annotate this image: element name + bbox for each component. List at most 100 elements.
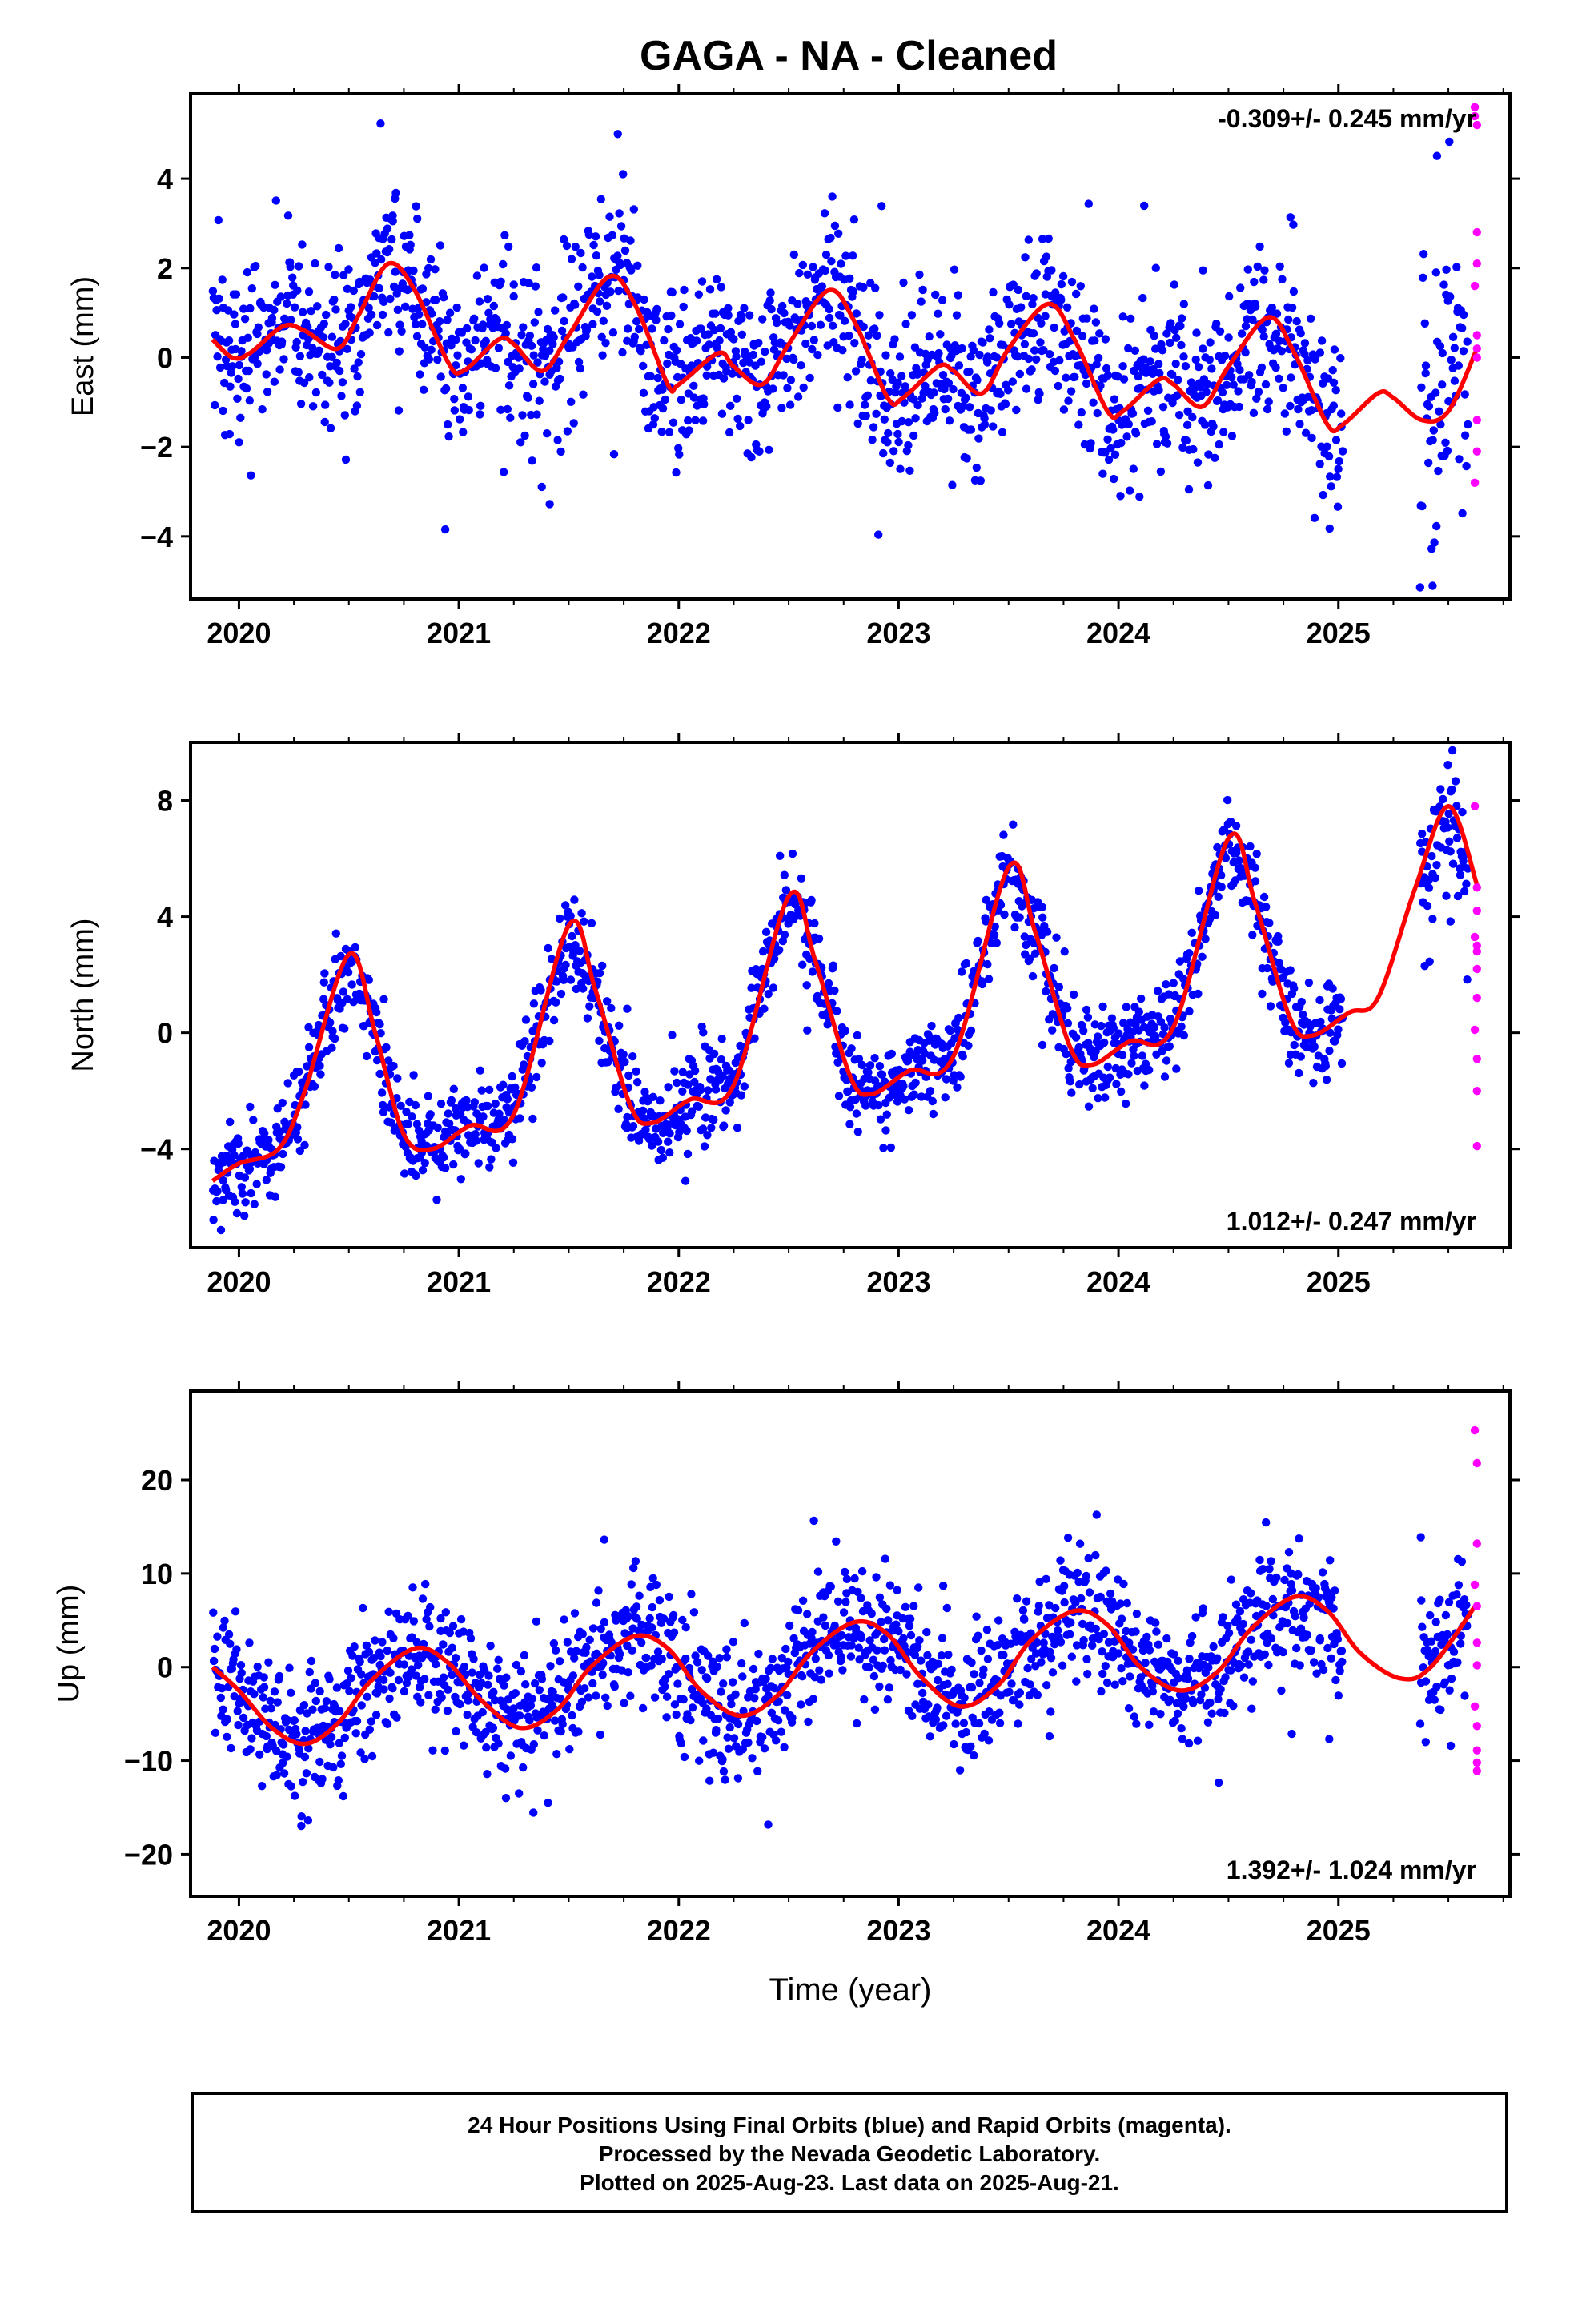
final-orbit-point (1128, 1645, 1138, 1654)
final-orbit-point (462, 324, 472, 333)
final-orbit-point (1271, 363, 1280, 372)
final-orbit-point (716, 324, 725, 333)
final-orbit-point (766, 288, 775, 297)
final-orbit-point (951, 1719, 960, 1728)
final-orbit-point (884, 428, 893, 438)
final-orbit-point (1101, 335, 1110, 344)
final-orbit-point (1277, 347, 1287, 356)
final-orbit-point (1275, 336, 1284, 345)
final-orbit-point (443, 1707, 452, 1715)
final-orbit-point (460, 1741, 468, 1750)
final-orbit-point (516, 1711, 524, 1720)
final-orbit-point (1463, 975, 1472, 984)
final-orbit-point (769, 955, 779, 963)
final-orbit-point (889, 447, 898, 456)
final-orbit-point (1424, 875, 1433, 885)
final-orbit-point (1231, 822, 1241, 830)
final-orbit-point (1209, 1642, 1218, 1651)
final-orbit-point (829, 321, 837, 330)
final-orbit-point (1195, 887, 1203, 895)
final-orbit-point (413, 214, 422, 223)
final-orbit-point (475, 297, 484, 306)
final-orbit-point (833, 403, 842, 412)
final-orbit-point (1333, 502, 1343, 511)
final-orbit-point (1325, 1047, 1334, 1055)
final-orbit-point (813, 991, 822, 1001)
final-orbit-point (724, 311, 733, 320)
footer-line-3: Plotted on 2025-Aug-23. Last data on 202… (580, 2170, 1119, 2195)
final-orbit-point (431, 265, 440, 274)
final-orbit-point (1446, 1741, 1456, 1751)
final-orbit-point (1296, 1052, 1306, 1061)
final-orbit-point (705, 340, 713, 349)
final-orbit-point (597, 332, 606, 341)
final-orbit-point (243, 267, 252, 277)
final-orbit-point (913, 400, 922, 410)
final-orbit-point (561, 960, 570, 970)
final-orbit-point (619, 170, 628, 179)
final-orbit-point (983, 1655, 993, 1663)
final-orbit-point (721, 1775, 729, 1784)
final-orbit-point (725, 1723, 734, 1732)
final-orbit-point (683, 1149, 693, 1159)
final-orbit-point (496, 277, 505, 286)
final-orbit-point (874, 530, 883, 539)
final-orbit-point (647, 1661, 656, 1670)
final-orbit-point (880, 1646, 889, 1655)
final-orbit-point (332, 358, 341, 368)
final-orbit-point (325, 1675, 334, 1683)
final-orbit-point (1128, 409, 1138, 418)
final-orbit-point (1231, 1600, 1241, 1609)
final-orbit-point (1427, 1637, 1436, 1646)
final-orbit-point (1071, 1598, 1080, 1607)
final-orbit-point (364, 975, 373, 984)
final-orbit-point (508, 1158, 518, 1168)
final-orbit-point (993, 1641, 1002, 1650)
final-orbit-point (220, 1616, 229, 1626)
final-orbit-point (433, 355, 442, 364)
final-orbit-point (1429, 426, 1439, 435)
final-orbit-point (1050, 323, 1058, 332)
final-orbit-point (1460, 431, 1470, 440)
final-orbit-point (1327, 1593, 1336, 1602)
final-orbit-point (1257, 363, 1267, 372)
final-orbit-point (416, 370, 424, 379)
final-orbit-point (547, 955, 556, 963)
y-tick-label: 10 (141, 1558, 173, 1590)
y-tick-label: −10 (124, 1745, 173, 1778)
final-orbit-point (966, 403, 974, 412)
final-orbit-point (1329, 401, 1339, 410)
final-orbit-point (521, 1015, 531, 1024)
final-orbit-point (962, 1727, 971, 1737)
final-orbit-point (219, 406, 227, 416)
final-orbit-point (960, 1693, 969, 1703)
final-orbit-point (737, 1659, 746, 1668)
final-orbit-point (849, 287, 858, 296)
final-orbit-point (1294, 404, 1303, 414)
final-orbit-point (445, 308, 455, 317)
final-orbit-point (382, 1043, 391, 1052)
final-orbit-point (929, 1109, 938, 1119)
final-orbit-point (233, 1707, 242, 1715)
final-orbit-point (225, 429, 234, 439)
final-orbit-point (1431, 1618, 1440, 1626)
final-orbit-point (938, 296, 947, 304)
final-orbit-point (350, 1642, 359, 1651)
final-orbit-point (1181, 362, 1191, 371)
final-orbit-point (426, 1602, 435, 1612)
rapid-orbit-point (1472, 883, 1482, 892)
x-tick-label: 2020 (207, 1265, 271, 1298)
final-orbit-point (672, 468, 681, 477)
final-orbit-point (941, 1093, 950, 1102)
final-orbit-point (698, 416, 708, 425)
final-orbit-point (252, 1180, 261, 1188)
final-orbit-point (1329, 378, 1339, 387)
final-orbit-point (525, 1716, 534, 1725)
final-orbit-point (875, 1062, 885, 1071)
final-orbit-point (817, 1675, 825, 1684)
final-orbit-point (416, 1698, 425, 1707)
final-orbit-point (1417, 383, 1426, 392)
final-orbit-point (562, 241, 572, 251)
final-orbit-point (688, 1703, 697, 1712)
final-orbit-point (602, 301, 612, 310)
